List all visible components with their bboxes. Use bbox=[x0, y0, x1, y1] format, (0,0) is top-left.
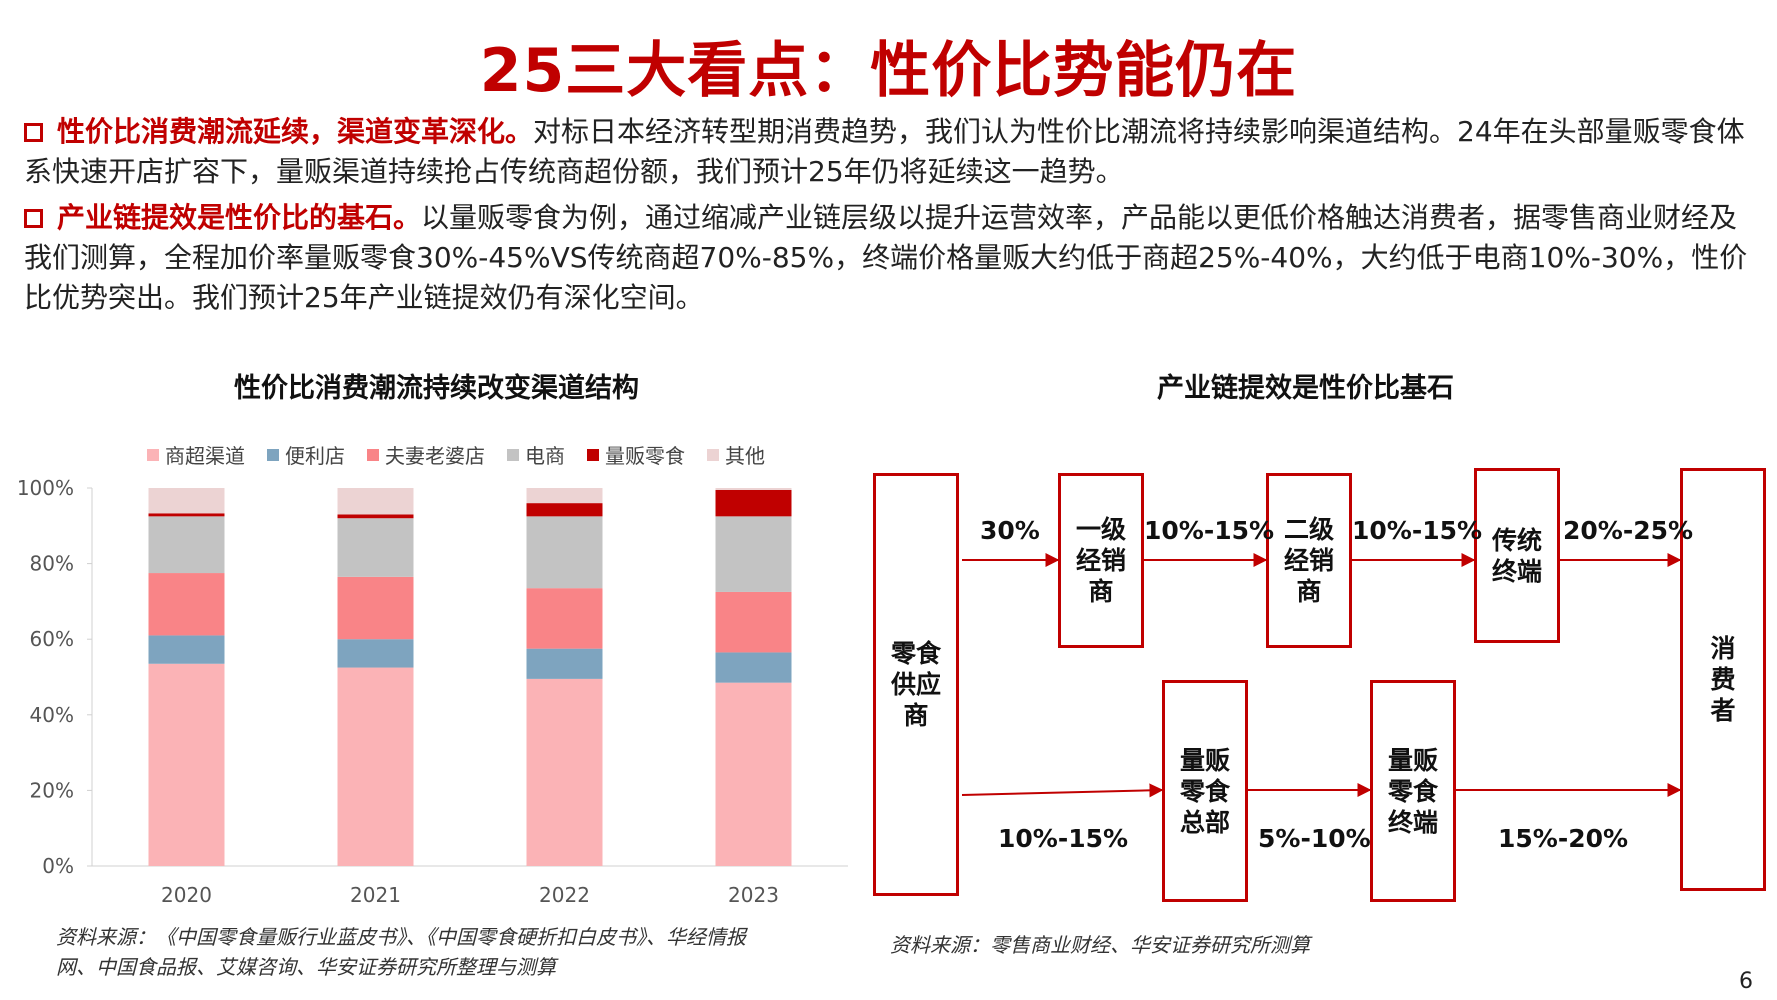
legend-swatch bbox=[507, 448, 519, 461]
legend-swatch bbox=[267, 448, 279, 461]
markup-label-l1-l2: 10%-15% bbox=[1144, 516, 1275, 545]
legend-item: 便利店 bbox=[267, 440, 345, 469]
flow-box-traditional-terminal: 传统终端 bbox=[1474, 468, 1560, 643]
paragraph-2-body: 以量贩零食为例，通过缩减产业链层级以提升运营效率，产品能以更低价格触达消费者，据… bbox=[24, 201, 1748, 314]
bar-segment-便利店 bbox=[526, 648, 603, 679]
bar-segment-商超渠道 bbox=[148, 663, 225, 866]
bar-segment-商超渠道 bbox=[337, 667, 414, 866]
chart-legend: 商超渠道 便利店 夫妻老婆店 电商 量贩零食 其他 bbox=[147, 440, 765, 469]
bar-segment-其他 bbox=[337, 488, 414, 515]
bar-segment-商超渠道 bbox=[715, 682, 792, 866]
legend-label: 电商 bbox=[525, 444, 565, 468]
bar-segment-量贩零食 bbox=[337, 514, 414, 519]
flow-box-supplier: 零食供应商 bbox=[873, 473, 959, 896]
paragraph-1-body: 对标日本经济转型期消费趋势，我们认为性价比潮流将持续影响渠道结构。24年在头部量… bbox=[24, 115, 1745, 188]
legend-item: 电商 bbox=[507, 440, 565, 469]
legend-item: 量贩零食 bbox=[587, 440, 685, 469]
bar-segment-量贩零食 bbox=[148, 513, 225, 517]
page-title: 25三大看点：性价比势能仍在 bbox=[479, 36, 1298, 106]
bar-segment-夫妻老婆店 bbox=[337, 576, 414, 640]
x-tick-label: 2021 bbox=[350, 883, 401, 907]
y-tick-label: 20% bbox=[30, 778, 74, 802]
legend-item: 夫妻老婆店 bbox=[367, 440, 485, 469]
bar-segment-商超渠道 bbox=[526, 678, 603, 866]
paragraph-2: 产业链提效是性价比的基石。以量贩零食为例，通过缩减产业链层级以提升运营效率，产品… bbox=[24, 198, 1754, 318]
flow-box-snack-terminal: 量贩零食终端 bbox=[1370, 680, 1456, 902]
bar-segment-量贩零食 bbox=[526, 503, 603, 517]
page-number: 6 bbox=[1739, 969, 1753, 994]
markup-label-supplier-hq: 10%-15% bbox=[998, 824, 1129, 853]
markup-label-store-consumer: 15%-20% bbox=[1498, 824, 1629, 853]
paragraph-2-lead: 产业链提效是性价比的基石。 bbox=[57, 201, 422, 234]
paragraph-1: 性价比消费潮流延续，渠道变革深化。对标日本经济转型期消费趋势，我们认为性价比潮流… bbox=[24, 112, 1754, 192]
chart-title: 性价比消费潮流持续改变渠道结构 bbox=[234, 373, 639, 404]
bar-segment-量贩零食 bbox=[715, 489, 792, 517]
legend-label: 夫妻老婆店 bbox=[385, 444, 485, 468]
bar-segment-电商 bbox=[715, 516, 792, 592]
y-tick-label: 80% bbox=[30, 552, 74, 576]
legend-label: 量贩零食 bbox=[605, 444, 685, 468]
bar-segment-其他 bbox=[715, 488, 792, 490]
bar-segment-电商 bbox=[526, 516, 603, 589]
markup-label-hq-store: 5%-10% bbox=[1258, 824, 1371, 853]
flow-box-traditional-terminal-label: 传统终端 bbox=[1491, 525, 1542, 586]
legend-item: 商超渠道 bbox=[147, 440, 245, 469]
x-tick-label: 2023 bbox=[728, 883, 779, 907]
bar-segment-夫妻老婆店 bbox=[148, 573, 225, 636]
bar-segment-便利店 bbox=[148, 635, 225, 664]
bar-segment-夫妻老婆店 bbox=[526, 588, 603, 649]
legend-label: 商超渠道 bbox=[165, 444, 245, 468]
flow-source: 资料来源：零售商业财经、华安证券研究所测算 bbox=[890, 933, 1310, 957]
bullet-square-icon bbox=[24, 209, 43, 228]
markup-label-l2-terminal: 10%-15% bbox=[1352, 516, 1483, 545]
bar-segment-电商 bbox=[148, 516, 225, 574]
flow-box-level2-label: 二级经销商 bbox=[1283, 515, 1334, 606]
y-tick-label: 0% bbox=[42, 854, 74, 878]
flow-title: 产业链提效是性价比基石 bbox=[1157, 373, 1454, 404]
bar-segment-其他 bbox=[148, 488, 225, 514]
x-tick-label: 2020 bbox=[161, 883, 212, 907]
legend-swatch bbox=[147, 448, 159, 461]
flow-box-snack-terminal-label: 量贩零食终端 bbox=[1387, 745, 1438, 837]
chart-source: 资料来源：《中国零食量贩行业蓝皮书》、《中国零食硬折扣白皮书》、华经情报网、中国… bbox=[56, 925, 746, 979]
bullet-square-icon bbox=[24, 123, 43, 142]
y-tick-label: 60% bbox=[30, 627, 74, 651]
flow-box-level1-distributor: 一级经销商 bbox=[1058, 473, 1144, 648]
legend-swatch bbox=[587, 448, 599, 461]
bar-segment-夫妻老婆店 bbox=[715, 591, 792, 653]
y-tick-label: 40% bbox=[30, 703, 74, 727]
flow-box-consumer: 消费者 bbox=[1680, 468, 1766, 891]
legend-item: 其他 bbox=[707, 440, 765, 469]
legend-label: 其他 bbox=[725, 444, 765, 468]
legend-label: 便利店 bbox=[285, 444, 345, 468]
flow-box-snack-hq: 量贩零食总部 bbox=[1162, 680, 1248, 902]
bar-segment-便利店 bbox=[337, 639, 414, 668]
markup-label-supplier-l1: 30% bbox=[980, 516, 1040, 545]
arrow-supplier-to-hq bbox=[961, 783, 1164, 798]
bar-segment-便利店 bbox=[715, 652, 792, 683]
stacked-bar-chart: 0% 20% 40% 60% 80% 100% 2020 2021 2022 2023 bbox=[17, 476, 848, 907]
flow-box-snack-hq-label: 量贩零食总部 bbox=[1179, 745, 1230, 837]
x-tick-label: 2022 bbox=[539, 883, 590, 907]
flow-box-consumer-label: 消费者 bbox=[1710, 634, 1736, 725]
bar-segment-其他 bbox=[526, 488, 603, 504]
y-tick-label: 100% bbox=[17, 476, 74, 500]
bar-segment-电商 bbox=[337, 518, 414, 577]
flow-box-level2-distributor: 二级经销商 bbox=[1266, 473, 1352, 648]
markup-label-terminal-consumer: 20%-25% bbox=[1563, 516, 1694, 545]
legend-swatch bbox=[707, 448, 719, 461]
flow-box-supplier-label: 零食供应商 bbox=[890, 639, 941, 730]
legend-swatch bbox=[367, 448, 379, 461]
flow-box-level1-label: 一级经销商 bbox=[1075, 515, 1126, 606]
paragraph-1-lead: 性价比消费潮流延续，渠道变革深化。 bbox=[57, 115, 534, 148]
